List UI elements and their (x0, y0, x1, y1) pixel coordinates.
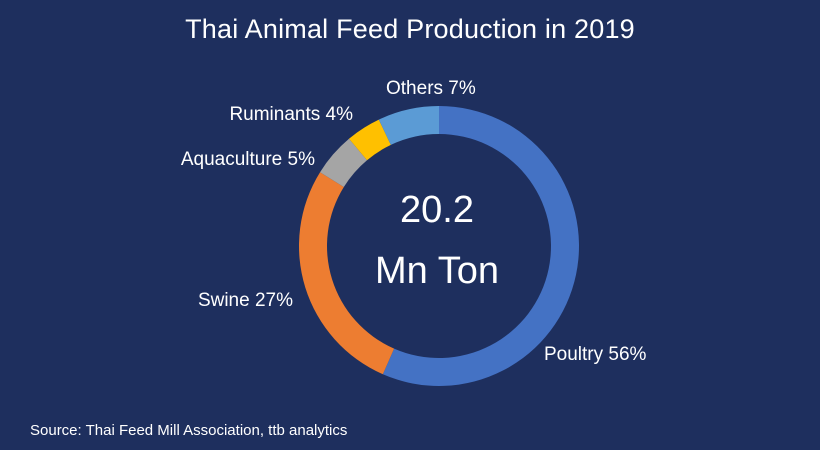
slice-others (378, 106, 439, 145)
slice-aquaculture (320, 138, 368, 187)
center-value: 20.2 (400, 189, 474, 231)
donut-slices (299, 106, 579, 386)
center-unit: Mn Ton (375, 250, 499, 292)
label-ruminants: Ruminants 4% (229, 104, 353, 125)
slice-labels: Poultry 56% Swine 27% Aquaculture 5% Rumina… (181, 78, 647, 365)
source-note: Source: Thai Feed Mill Association, ttb … (30, 422, 348, 439)
label-poultry: Poultry 56% (544, 344, 647, 365)
slice-poultry (382, 106, 579, 386)
label-aquaculture: Aquaculture 5% (181, 149, 315, 170)
label-others: Others 7% (386, 78, 476, 99)
chart-title: Thai Animal Feed Production in 2019 (185, 14, 635, 44)
slice-ruminants (349, 119, 391, 161)
slice-swine (299, 172, 395, 375)
label-swine: Swine 27% (198, 290, 293, 311)
